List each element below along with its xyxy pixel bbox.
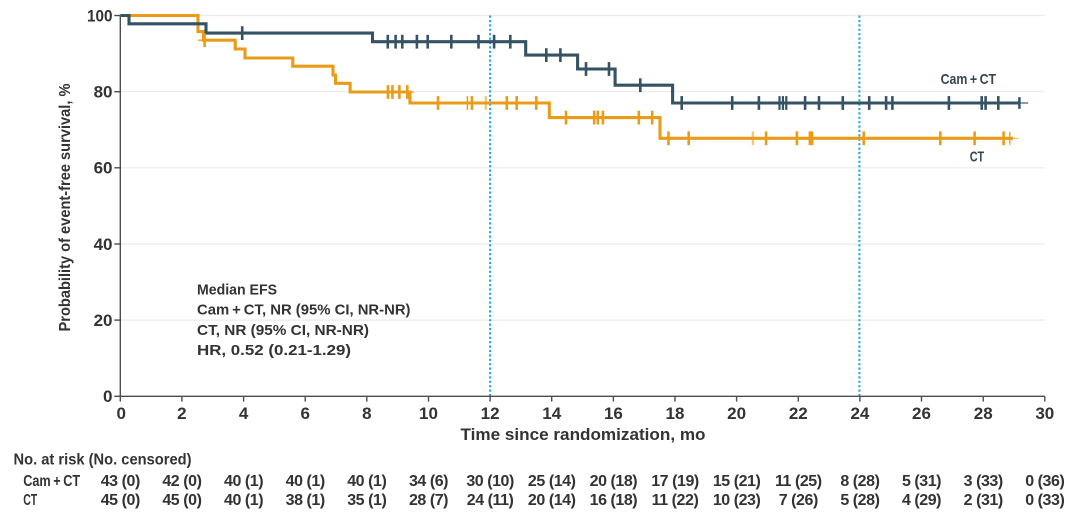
svg-text:5 (31): 5 (31) [902, 473, 941, 490]
svg-text:0 (36): 0 (36) [1025, 473, 1064, 490]
svg-text:28 (7): 28 (7) [409, 492, 448, 509]
svg-text:35 (1): 35 (1) [347, 492, 386, 509]
svg-text:22: 22 [789, 404, 808, 423]
svg-text:45 (0): 45 (0) [162, 492, 201, 509]
svg-text:25 (14): 25 (14) [528, 473, 576, 490]
svg-text:No. at risk (No. censored): No. at risk (No. censored) [14, 451, 192, 468]
svg-text:17 (19): 17 (19) [651, 473, 699, 490]
svg-text:12: 12 [481, 404, 500, 423]
svg-text:40 (1): 40 (1) [224, 492, 263, 509]
svg-text:40 (1): 40 (1) [347, 473, 386, 490]
svg-text:40 (1): 40 (1) [286, 473, 325, 490]
svg-text:2 (31): 2 (31) [964, 492, 1003, 509]
svg-text:0: 0 [116, 404, 125, 423]
svg-text:8: 8 [362, 404, 371, 423]
svg-text:CT: CT [970, 149, 985, 166]
svg-text:10: 10 [419, 404, 438, 423]
svg-text:CT, NR (95% CI, NR-NR): CT, NR (95% CI, NR-NR) [197, 323, 369, 339]
svg-text:16 (18): 16 (18) [590, 492, 638, 509]
svg-text:11 (25): 11 (25) [775, 473, 822, 490]
svg-text:14: 14 [542, 404, 561, 423]
svg-text:5 (28): 5 (28) [840, 492, 879, 509]
svg-text:34 (6): 34 (6) [409, 473, 448, 490]
svg-text:8 (28): 8 (28) [840, 473, 879, 490]
svg-text:28: 28 [974, 404, 993, 423]
svg-text:2: 2 [177, 404, 186, 423]
svg-text:100: 100 [87, 6, 113, 25]
svg-text:Cam + CT, NR (95% CI, NR-NR): Cam + CT, NR (95% CI, NR-NR) [197, 303, 411, 319]
svg-text:Time since randomization, mo: Time since randomization, mo [461, 425, 706, 444]
svg-text:CT: CT [23, 492, 37, 509]
svg-text:3 (33): 3 (33) [964, 473, 1003, 490]
svg-text:30 (10): 30 (10) [466, 473, 514, 490]
svg-text:15 (21): 15 (21) [713, 473, 761, 490]
svg-text:30: 30 [1035, 404, 1054, 423]
svg-text:26: 26 [912, 404, 931, 423]
svg-text:18: 18 [666, 404, 685, 423]
svg-text:Median EFS: Median EFS [197, 282, 277, 298]
svg-text:11 (22): 11 (22) [652, 492, 699, 509]
svg-text:16: 16 [604, 404, 623, 423]
svg-text:80: 80 [94, 83, 113, 102]
svg-text:4: 4 [239, 404, 249, 423]
svg-text:42 (0): 42 (0) [162, 473, 201, 490]
svg-text:4 (29): 4 (29) [902, 492, 941, 509]
svg-text:HR, 0.52 (0.21-1.29): HR, 0.52 (0.21-1.29) [197, 343, 351, 359]
svg-text:6: 6 [300, 404, 309, 423]
svg-text:20 (14): 20 (14) [528, 492, 576, 509]
svg-text:60: 60 [94, 159, 113, 178]
svg-text:Cam + CT: Cam + CT [23, 473, 80, 490]
svg-text:7 (26): 7 (26) [779, 492, 818, 509]
svg-text:24: 24 [850, 404, 869, 423]
svg-text:40: 40 [94, 235, 113, 254]
svg-text:Cam + CT: Cam + CT [941, 71, 997, 88]
svg-text:0: 0 [103, 387, 112, 406]
svg-text:24 (11): 24 (11) [467, 492, 514, 509]
svg-text:Probability of event-free surv: Probability of event-free survival, % [57, 84, 74, 332]
svg-text:20: 20 [727, 404, 746, 423]
svg-text:40 (1): 40 (1) [224, 473, 263, 490]
svg-text:20: 20 [94, 311, 113, 330]
svg-text:43 (0): 43 (0) [101, 473, 140, 490]
svg-text:10 (23): 10 (23) [713, 492, 761, 509]
svg-text:20 (18): 20 (18) [590, 473, 638, 490]
svg-text:45 (0): 45 (0) [101, 492, 140, 509]
svg-text:0 (33): 0 (33) [1025, 492, 1064, 509]
svg-text:38 (1): 38 (1) [286, 492, 325, 509]
